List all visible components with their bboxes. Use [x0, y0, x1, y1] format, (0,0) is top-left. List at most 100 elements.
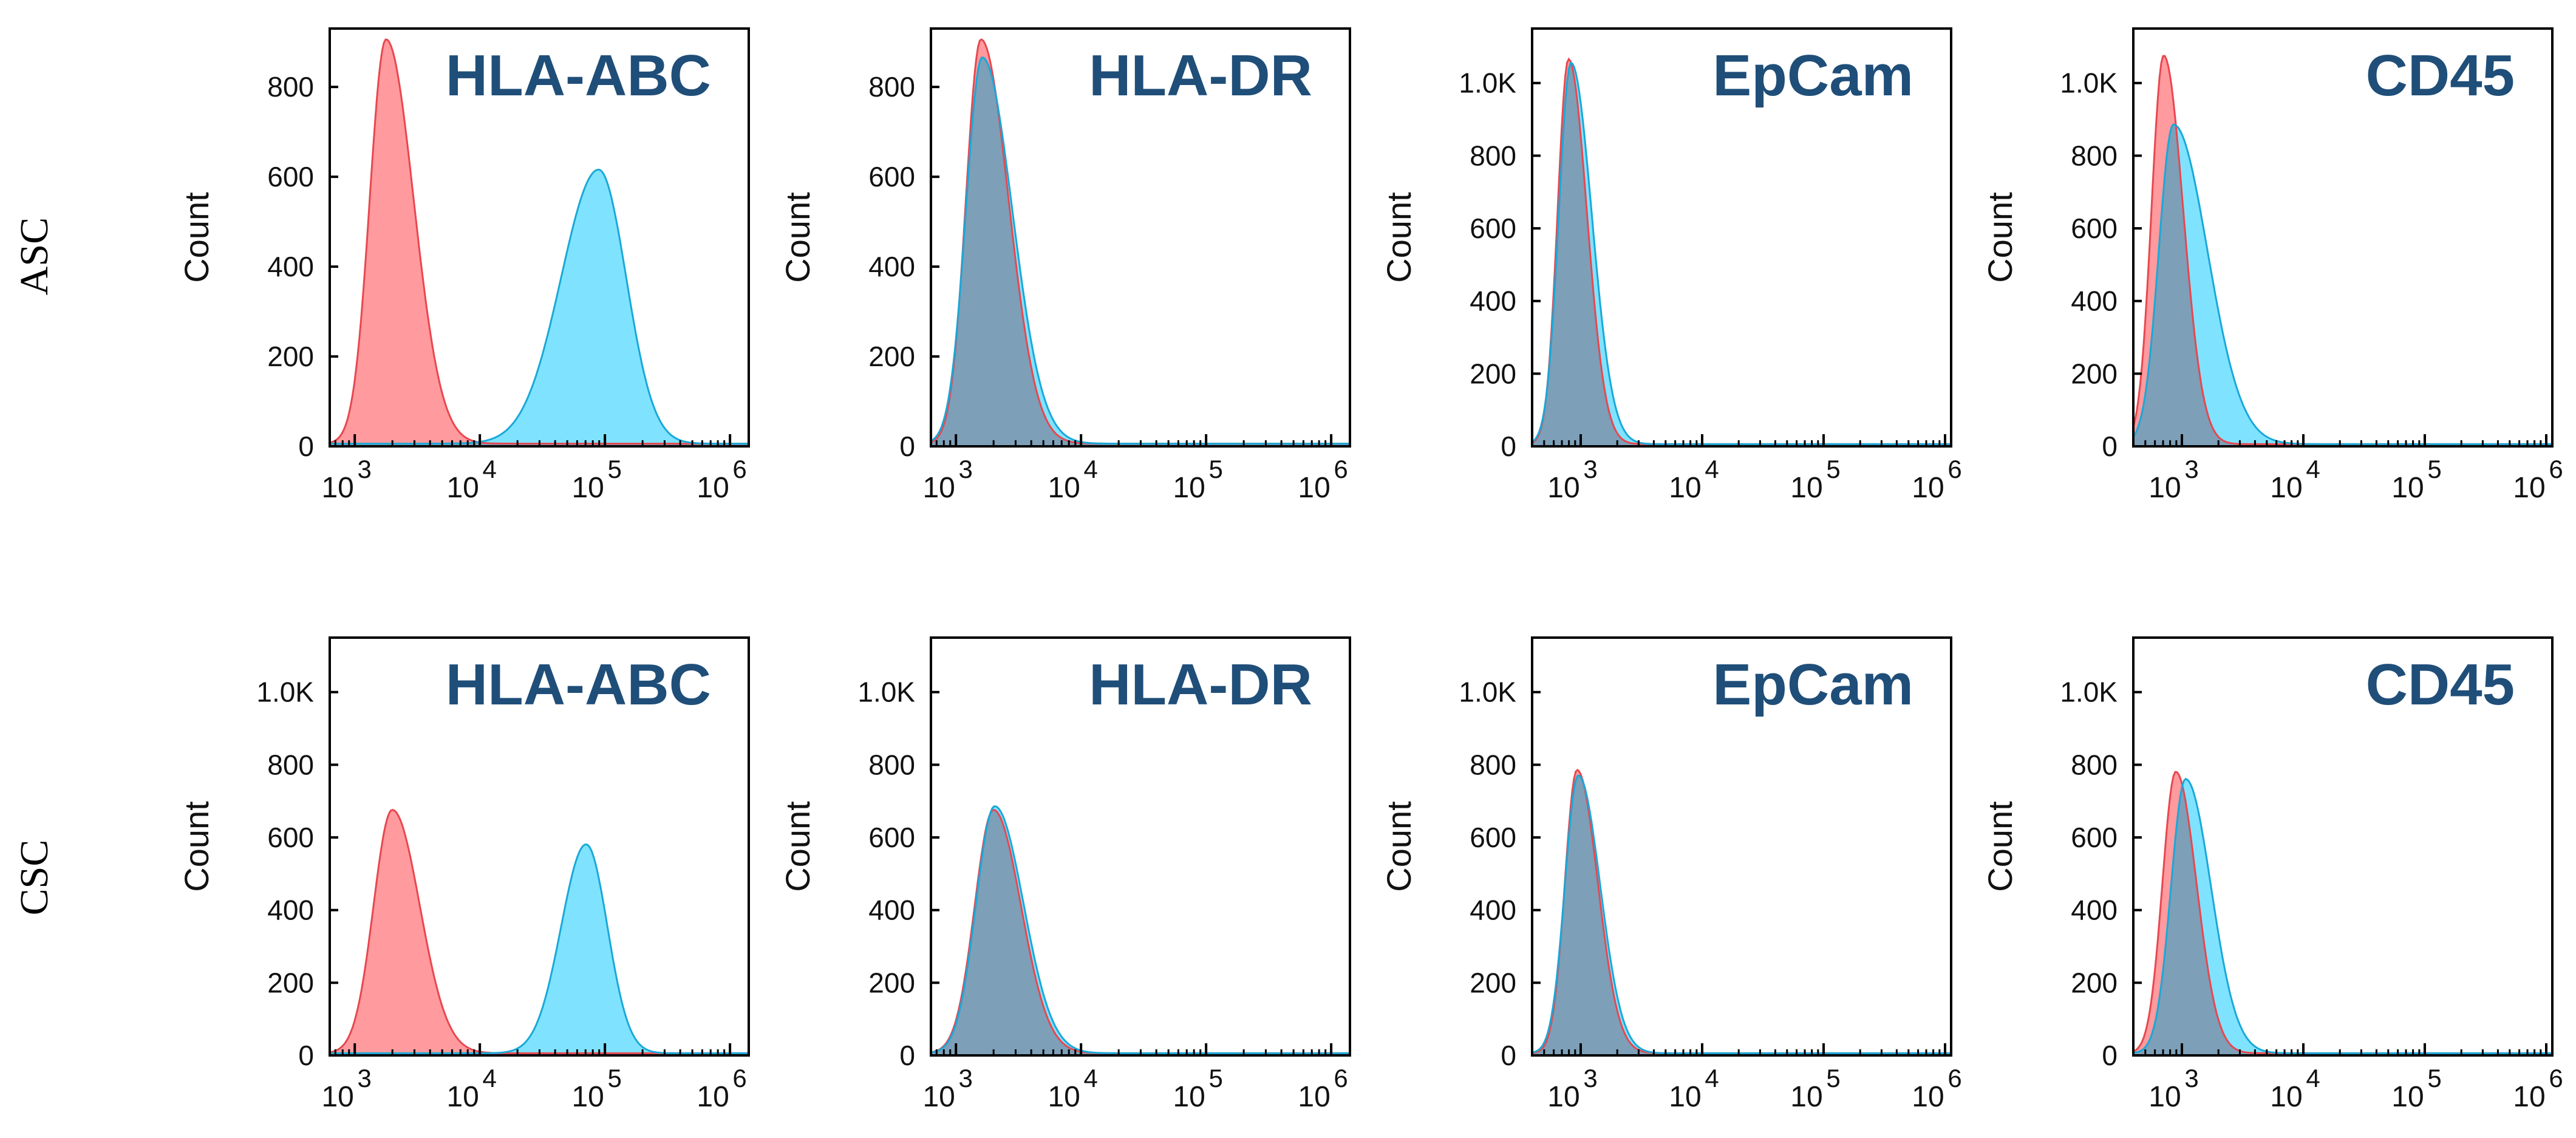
panel-csc-hla-abc-isotype-area	[330, 809, 749, 1055]
panel-grid: 0200400600800103104105106CountHLA-ABC020…	[177, 27, 2563, 1113]
panel-csc-hla-abc-xtick-exponent: 5	[607, 1064, 621, 1092]
panel-asc-epcam-xtick-label: 10	[1547, 472, 1579, 504]
panel-csc-epcam-stain-line	[1531, 774, 1952, 1057]
panel-csc-hla-dr-overlap-area	[931, 809, 1350, 1055]
panel-csc-hla-abc-xtick-label: 10	[571, 1081, 604, 1113]
panel-csc-epcam-ytick-label: 600	[1470, 822, 1516, 853]
panel-csc-hla-dr-xtick-exponent: 6	[1334, 1064, 1348, 1092]
panel-asc-hla-abc-xtick-exponent: 3	[358, 455, 372, 483]
panel-asc-epcam-xtick-label: 10	[1790, 472, 1822, 504]
panel-asc-cd45-ylabel: Count	[1981, 192, 2019, 283]
panel-csc-hla-abc-xtick-exponent: 3	[358, 1064, 372, 1092]
panel-asc-hla-dr-xtick-label: 10	[1048, 472, 1080, 504]
panel-asc-hla-abc-xtick-label: 10	[697, 472, 729, 504]
panel-asc-hla-dr-xtick-label: 10	[922, 472, 955, 504]
panel-csc-hla-abc-ytick-label: 0	[298, 1040, 314, 1071]
panel-csc-epcam-xtick-label: 10	[1669, 1081, 1701, 1113]
panel-csc-hla-dr-ytick-label: 1.0K	[857, 676, 915, 708]
panel-csc-cd45-ytick-label: 0	[2102, 1040, 2118, 1071]
panel-csc-cd45-ytick-label: 600	[2071, 822, 2118, 853]
panel-asc-hla-abc-ytick-label: 800	[267, 71, 314, 103]
panel-csc-cd45-title: CD45	[2366, 652, 2515, 717]
panel-csc-hla-abc-xtick-exponent: 6	[732, 1064, 746, 1092]
panel-asc-hla-dr-ytick-label: 400	[868, 251, 915, 282]
panel-asc-epcam-xtick-exponent: 6	[1947, 455, 1961, 483]
panel-csc-hla-abc-xtick-exponent: 4	[482, 1064, 496, 1092]
panel-csc-hla-abc-xtick-label: 10	[321, 1081, 353, 1113]
panel-asc-cd45-ytick-label: 400	[2071, 285, 2118, 317]
panel-csc-epcam-ytick-label: 0	[1501, 1040, 1516, 1071]
panel-asc-hla-dr-xtick-exponent: 4	[1083, 455, 1097, 483]
panel-asc-hla-dr-ytick-label: 0	[899, 431, 915, 462]
panel-asc-hla-dr-title: HLA-DR	[1089, 43, 1312, 108]
panel-csc-hla-abc-ytick-label: 800	[267, 749, 314, 780]
panel-csc-cd45-xtick-label: 10	[2391, 1081, 2424, 1113]
panel-csc-epcam-ytick-label: 200	[1470, 967, 1516, 998]
panel-asc-hla-dr-xtick-exponent: 5	[1208, 455, 1222, 483]
panel-asc-cd45-overlap-area	[2133, 124, 2552, 446]
panel-asc-hla-abc-ytick-label: 400	[267, 251, 314, 282]
panel-csc-epcam-xtick-label: 10	[1790, 1081, 1822, 1113]
panel-asc-cd45-ytick-label: 0	[2102, 431, 2118, 462]
panel-csc-cd45-xtick-exponent: 6	[2549, 1064, 2563, 1092]
panel-csc-epcam-xtick-exponent: 3	[1583, 1064, 1597, 1092]
panel-csc-hla-abc-xtick-label: 10	[446, 1081, 479, 1113]
panel-csc-hla-abc-ytick-label: 200	[267, 967, 314, 998]
panel-asc-cd45-xtick-exponent: 5	[2427, 455, 2441, 483]
panel-asc-hla-dr-ytick-label: 800	[868, 71, 915, 103]
panel-csc-hla-abc-title: HLA-ABC	[446, 652, 711, 717]
panel-csc-epcam-overlap-area	[1532, 775, 1951, 1055]
panel-asc-cd45-ytick-label: 200	[2071, 358, 2118, 389]
panel-csc-epcam-ylabel: Count	[1380, 801, 1418, 892]
row-label-asc: ASC	[12, 217, 56, 295]
panel-asc-hla-abc-ytick-label: 200	[267, 341, 314, 372]
panel-csc-hla-abc-ylabel: Count	[177, 801, 216, 892]
panel-asc-hla-dr-xtick-label: 10	[1173, 472, 1205, 504]
panel-asc-epcam-xtick-exponent: 5	[1826, 455, 1840, 483]
panel-asc-epcam-xtick-label: 10	[1912, 472, 1944, 504]
panel-csc-epcam-xtick-exponent: 4	[1705, 1064, 1719, 1092]
panel-csc-epcam-xtick-exponent: 5	[1826, 1064, 1840, 1092]
panel-asc-epcam-ytick-label: 0	[1501, 431, 1516, 462]
panel-csc-hla-dr-xtick-label: 10	[1173, 1081, 1205, 1113]
panel-csc-cd45-overlap-area	[2133, 779, 2552, 1055]
panel-asc-hla-abc-xtick-exponent: 5	[607, 455, 621, 483]
panel-asc-epcam-ytick-label: 1.0K	[1459, 67, 1516, 99]
panel-asc-cd45-xtick-label: 10	[2270, 472, 2302, 504]
panel-asc-hla-dr-ylabel: Count	[779, 192, 817, 283]
panel-asc-epcam-xtick-exponent: 3	[1583, 455, 1597, 483]
panel-asc-epcam-overlap-area	[1532, 63, 1951, 446]
panel-asc-cd45-xtick-exponent: 6	[2549, 455, 2563, 483]
panel-asc-cd45-title: CD45	[2366, 43, 2515, 108]
panel-csc-hla-abc-xtick-label: 10	[697, 1081, 729, 1113]
panel-csc-cd45-frame	[2132, 636, 2554, 1057]
panel-csc-epcam-xtick-label: 10	[1547, 1081, 1579, 1113]
panel-csc-hla-dr-ytick-label: 0	[899, 1040, 915, 1071]
panel-csc-epcam-xtick-label: 10	[1912, 1081, 1944, 1113]
panel-csc-cd45-ylabel: Count	[1981, 801, 2019, 892]
panel-csc-cd45-xtick-exponent: 3	[2184, 1064, 2198, 1092]
panel-asc-epcam-ylabel: Count	[1380, 192, 1418, 283]
panel-csc-hla-dr-xtick-label: 10	[1298, 1081, 1330, 1113]
panel-asc-hla-abc-ylabel: Count	[177, 192, 216, 283]
panel-asc-cd45-ytick-label: 600	[2071, 213, 2118, 244]
panel-asc-cd45-ytick-label: 1.0K	[2060, 67, 2118, 99]
panel-asc-hla-abc-xtick-exponent: 6	[732, 455, 746, 483]
panel-asc-hla-abc-stain-area	[330, 169, 749, 446]
panel-asc-hla-dr-xtick-exponent: 6	[1334, 455, 1348, 483]
panel-csc-cd45-xtick-exponent: 4	[2306, 1064, 2320, 1092]
panel-csc-cd45-xtick-exponent: 5	[2427, 1064, 2441, 1092]
panel-csc-hla-abc-ytick-label: 1.0K	[256, 676, 314, 708]
panel-asc-epcam-ytick-label: 400	[1470, 285, 1516, 317]
panel-asc-epcam-ytick-label: 200	[1470, 358, 1516, 389]
panel-csc-epcam-ytick-label: 400	[1470, 894, 1516, 926]
panel-csc-hla-abc-ytick-label: 400	[267, 894, 314, 926]
panel-csc-cd45-xtick-label: 10	[2513, 1081, 2545, 1113]
panel-asc-hla-dr-ytick-label: 600	[868, 161, 915, 193]
